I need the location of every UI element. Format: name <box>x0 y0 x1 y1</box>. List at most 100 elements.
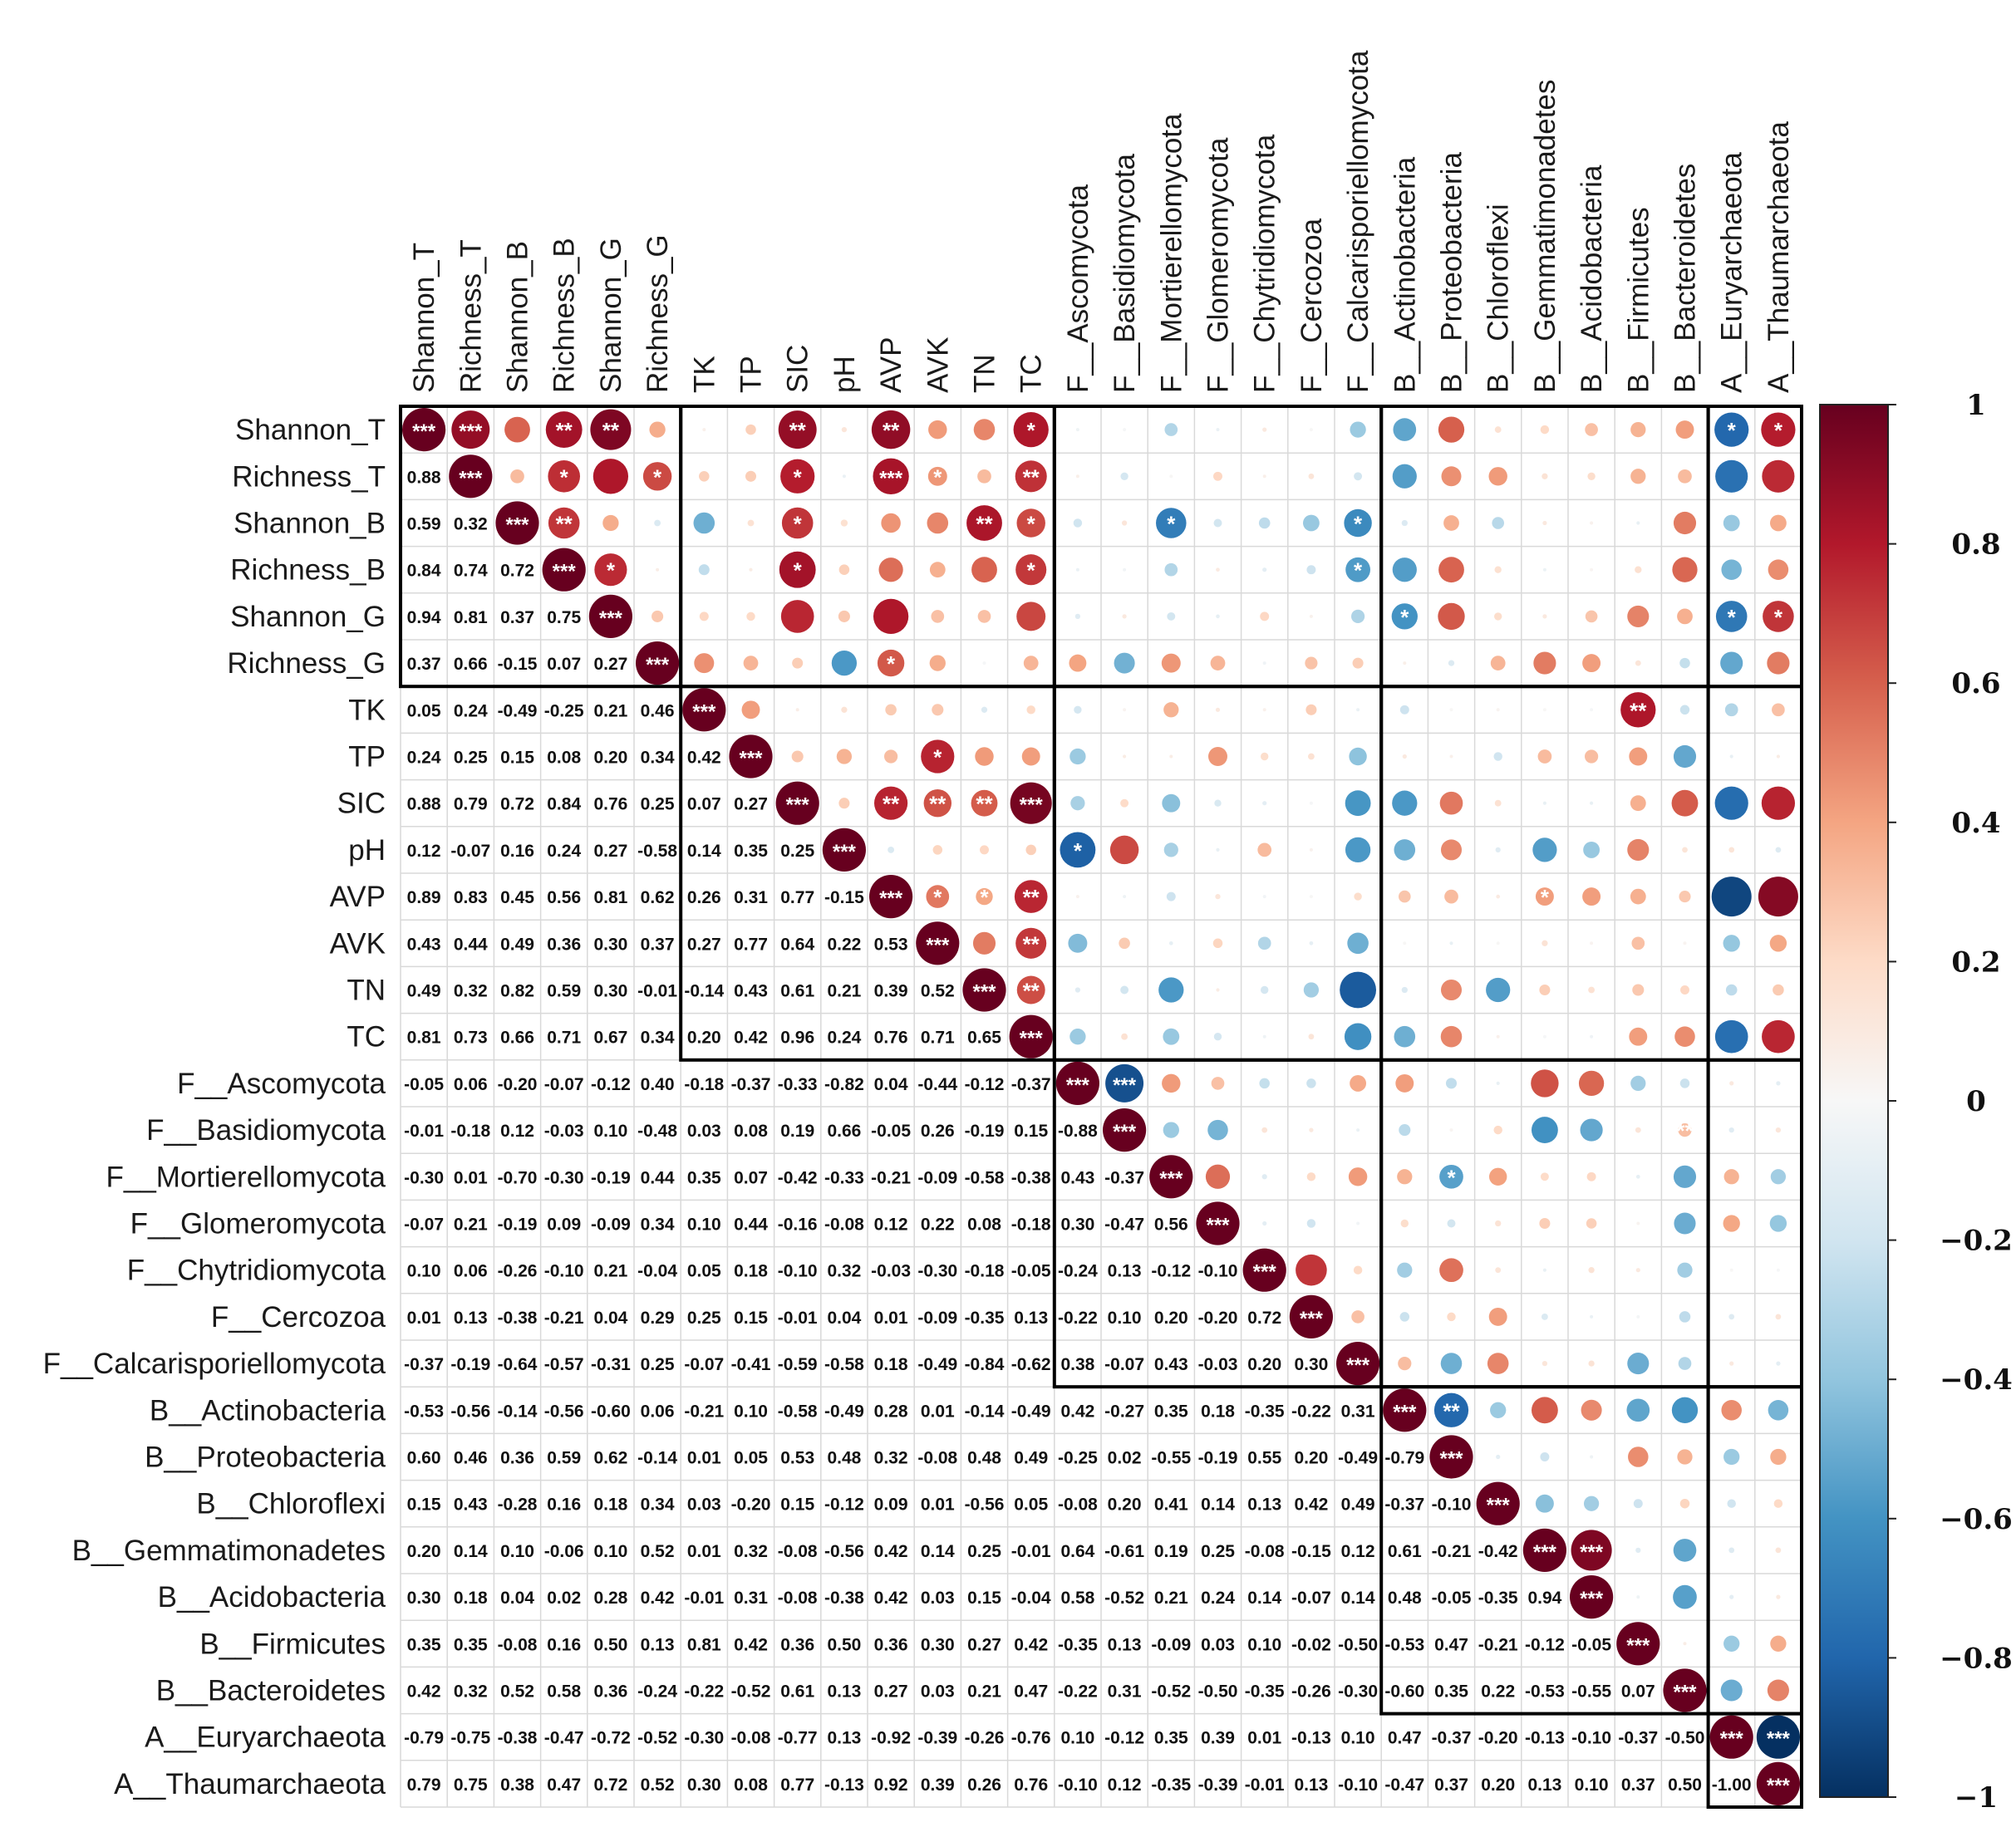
correlation-value: -0.84 <box>965 1355 1005 1374</box>
correlation-circle <box>932 845 943 855</box>
correlation-circle <box>1156 508 1187 538</box>
significance-stars: *** <box>1253 1261 1277 1284</box>
correlation-value: 0.53 <box>874 935 908 954</box>
correlation-circle <box>1397 1262 1413 1278</box>
correlation-value: 0.59 <box>407 515 441 534</box>
correlation-circle <box>1631 936 1645 950</box>
correlation-circle <box>1542 801 1546 805</box>
correlation-circle <box>1769 1215 1787 1232</box>
correlation-value: 0.82 <box>500 982 534 1001</box>
correlation-circle <box>1214 799 1222 807</box>
column-label: pH <box>829 356 861 393</box>
significance-stars: ** <box>929 792 947 817</box>
significance-stars: * <box>1774 418 1783 443</box>
row-label: SIC <box>337 788 386 820</box>
correlation-value: 0.79 <box>407 1776 441 1795</box>
correlation-circle <box>1399 1312 1410 1322</box>
correlation-value: -0.38 <box>824 1589 864 1608</box>
correlation-circle <box>1262 895 1266 899</box>
correlation-value: -0.15 <box>498 655 538 674</box>
correlation-value: 0.39 <box>1201 1729 1235 1748</box>
significance-stars: *** <box>459 420 483 443</box>
correlation-value: -0.19 <box>450 1355 490 1374</box>
significance-stars: *** <box>1767 1775 1791 1797</box>
column-label: F__Basidiomycota <box>1109 154 1141 393</box>
correlation-circle <box>975 747 994 766</box>
significance-stars: * <box>1728 418 1737 443</box>
correlation-circle <box>1769 514 1787 532</box>
correlation-value: 0.15 <box>967 1589 1001 1608</box>
correlation-value: 0.94 <box>407 608 441 627</box>
correlation-circle <box>1309 1127 1314 1132</box>
correlation-value: 0.34 <box>641 1029 675 1048</box>
correlation-value: -0.09 <box>917 1168 957 1187</box>
correlation-circle <box>1494 426 1502 434</box>
correlation-circle <box>1105 1063 1144 1103</box>
correlation-value: 0.21 <box>593 1262 627 1281</box>
correlation-value: 0.04 <box>827 1309 861 1328</box>
correlation-value: 0.24 <box>407 749 441 768</box>
correlation-value: 0.13 <box>1294 1776 1328 1795</box>
correlation-circle <box>1540 425 1550 435</box>
correlation-circle <box>1261 985 1269 995</box>
correlation-value: -0.07 <box>450 842 490 861</box>
correlation-circle <box>1770 1635 1787 1652</box>
correlation-value: 0.28 <box>874 1402 908 1421</box>
colorbar-tick-label: −0.4 <box>1940 1363 2013 1397</box>
correlation-circle <box>1399 705 1409 715</box>
correlation-value: 0.92 <box>874 1776 908 1795</box>
correlation-value: -0.37 <box>1384 1496 1424 1515</box>
column-label: Richness_T <box>455 239 487 393</box>
correlation-circle <box>1531 1069 1559 1098</box>
correlation-value: 0.36 <box>593 1682 627 1702</box>
correlation-value: 0.43 <box>454 1496 488 1515</box>
correlation-value: -0.14 <box>965 1402 1005 1421</box>
correlation-circle <box>1356 1128 1360 1132</box>
correlation-value: 0.19 <box>1154 1542 1188 1561</box>
significance-stars: * <box>1354 558 1363 583</box>
correlation-circle <box>1539 1217 1551 1230</box>
correlation-circle <box>1262 708 1266 712</box>
correlation-circle <box>1636 1595 1640 1599</box>
correlation-value: -0.60 <box>1384 1682 1424 1702</box>
correlation-value: 0.14 <box>1201 1496 1235 1515</box>
correlation-value: -0.18 <box>684 1075 724 1094</box>
significance-stars: * <box>794 512 803 537</box>
row-label: Richness_G <box>227 647 386 680</box>
correlation-circle <box>1015 927 1047 959</box>
correlation-value: 0.06 <box>454 1262 488 1281</box>
correlation-value: -0.20 <box>731 1496 771 1515</box>
correlation-value: 0.20 <box>687 1029 721 1048</box>
correlation-circle <box>1166 891 1176 901</box>
correlation-value: 0.76 <box>874 1029 908 1048</box>
correlation-circle <box>1350 1074 1367 1092</box>
correlation-value: 0.21 <box>593 701 627 720</box>
correlation-value: -0.25 <box>1058 1449 1098 1468</box>
correlation-value: -0.24 <box>1058 1262 1098 1281</box>
correlation-circle <box>838 564 850 575</box>
correlation-circle <box>747 519 755 527</box>
correlation-value: 0.07 <box>547 655 581 674</box>
row-label: B__Firmicutes <box>199 1628 386 1660</box>
correlation-value: 0.75 <box>547 608 581 627</box>
significance-stars: *** <box>1673 1682 1697 1704</box>
correlation-circle <box>1627 605 1650 627</box>
correlation-circle <box>1776 754 1780 759</box>
correlation-circle <box>1680 985 1689 995</box>
correlation-value: 0.22 <box>921 1216 955 1235</box>
significance-stars: ** <box>602 418 620 443</box>
correlation-circle <box>1678 1123 1692 1137</box>
correlation-value: 0.06 <box>641 1402 675 1421</box>
correlation-value: -0.47 <box>1104 1216 1144 1235</box>
correlation-circle <box>1399 1124 1411 1137</box>
significance-stars: *** <box>646 654 670 676</box>
correlation-circle <box>1496 1454 1501 1460</box>
correlation-value: -0.35 <box>1151 1776 1191 1795</box>
correlation-value: 0.08 <box>547 749 581 768</box>
correlation-value: 0.84 <box>407 562 441 581</box>
correlation-circle <box>1440 979 1463 1001</box>
correlation-circle <box>1015 460 1047 493</box>
correlation-circle <box>1542 1360 1548 1367</box>
significance-stars: *** <box>786 794 810 817</box>
correlation-value: -0.64 <box>498 1355 538 1374</box>
